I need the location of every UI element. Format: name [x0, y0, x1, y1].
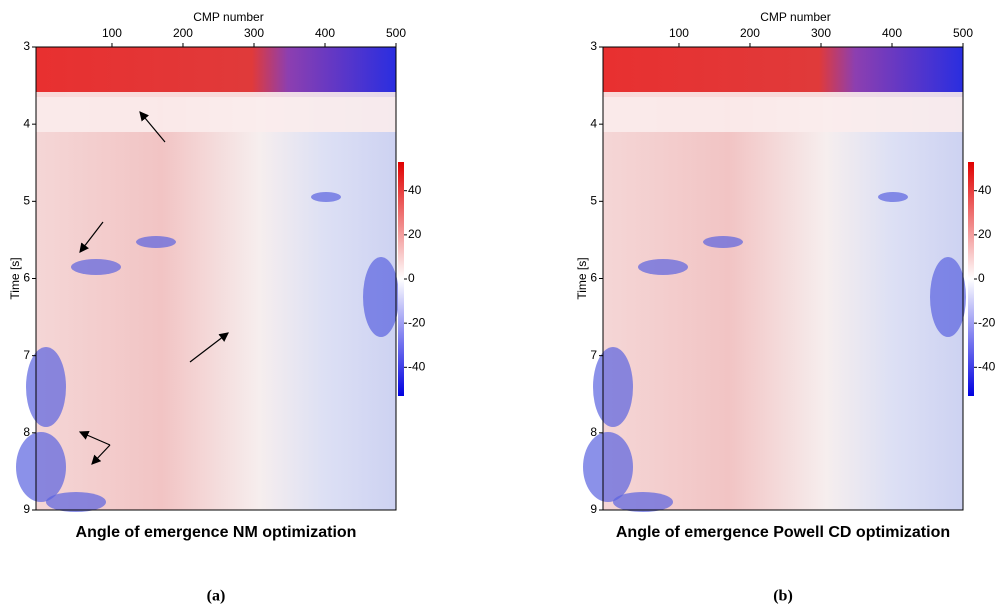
colorbar-tick-label: 20	[978, 227, 992, 241]
x-tick-label: 100	[669, 26, 689, 40]
panel-title: Angle of emergence NM optimization	[76, 524, 357, 541]
y-tick-label: 7	[590, 348, 597, 362]
x-tick-label: 400	[315, 26, 335, 40]
raster-blob	[593, 347, 633, 427]
panel-caption: (a)	[207, 588, 226, 605]
y-tick-label: 4	[590, 116, 597, 130]
colorbar-tick-label: -20	[978, 315, 996, 329]
x-tick-label: 300	[811, 26, 831, 40]
colorbar-tick-label: -40	[978, 359, 996, 373]
panel-caption: (b)	[773, 588, 793, 605]
y-tick-label: 9	[590, 502, 597, 516]
arrow	[139, 111, 166, 143]
y-tick-label: 8	[23, 425, 30, 439]
raster-blob	[878, 192, 908, 202]
raster-blob	[703, 236, 743, 248]
colorbar-tick-label: 40	[408, 183, 422, 197]
raster-blob	[71, 259, 121, 275]
y-tick-label: 3	[590, 39, 597, 53]
raster-blob	[311, 192, 341, 202]
colorbar	[398, 162, 404, 396]
arrow	[78, 430, 111, 446]
y-tick-label: 5	[590, 194, 597, 208]
colorbar-tick-label: 0	[408, 271, 415, 285]
x-tick-label: 300	[244, 26, 264, 40]
raster-blob	[26, 347, 66, 427]
colorbar	[968, 162, 974, 396]
raster-fade	[603, 92, 963, 132]
raster-blob	[583, 432, 633, 502]
colorbar-tick-label: 40	[978, 183, 992, 197]
annotation-arrows	[78, 111, 229, 465]
x-tick-label: 500	[953, 26, 973, 40]
y-axis-label: Time [s]	[575, 257, 589, 299]
raster-top-band	[36, 47, 396, 97]
y-tick-label: 8	[590, 425, 597, 439]
y-tick-label: 7	[23, 348, 30, 362]
raster-blob	[16, 432, 66, 502]
x-tick-label: 500	[386, 26, 406, 40]
raster-blob	[46, 492, 106, 512]
raster-blob	[363, 257, 399, 337]
arrow	[189, 332, 229, 363]
colorbar-tick-label: 20	[408, 227, 422, 241]
y-tick-label: 9	[23, 502, 30, 516]
x-tick-label: 400	[882, 26, 902, 40]
arrow	[79, 221, 104, 253]
colorbar-tick-label: -20	[408, 315, 426, 329]
y-tick-label: 6	[23, 271, 30, 285]
raster-top-band	[603, 47, 963, 97]
arrow	[91, 444, 111, 465]
x-tick-label: 200	[740, 26, 760, 40]
x-tick-label: 200	[173, 26, 193, 40]
x-axis-label: CMP number	[193, 10, 263, 24]
y-tick-label: 4	[23, 116, 30, 130]
x-axis-label: CMP number	[760, 10, 830, 24]
x-tick-label: 100	[102, 26, 122, 40]
panel-title: Angle of emergence Powell CD optimizatio…	[616, 524, 950, 541]
raster-blob	[613, 492, 673, 512]
y-tick-label: 5	[23, 194, 30, 208]
y-tick-label: 6	[590, 271, 597, 285]
raster-blob	[136, 236, 176, 248]
raster-fade	[36, 92, 396, 132]
colorbar-tick-label: -40	[408, 359, 426, 373]
y-tick-label: 3	[23, 39, 30, 53]
y-axis-label: Time [s]	[8, 257, 22, 299]
raster-blob	[930, 257, 966, 337]
colorbar-tick-label: 0	[978, 271, 985, 285]
raster-blob	[638, 259, 688, 275]
